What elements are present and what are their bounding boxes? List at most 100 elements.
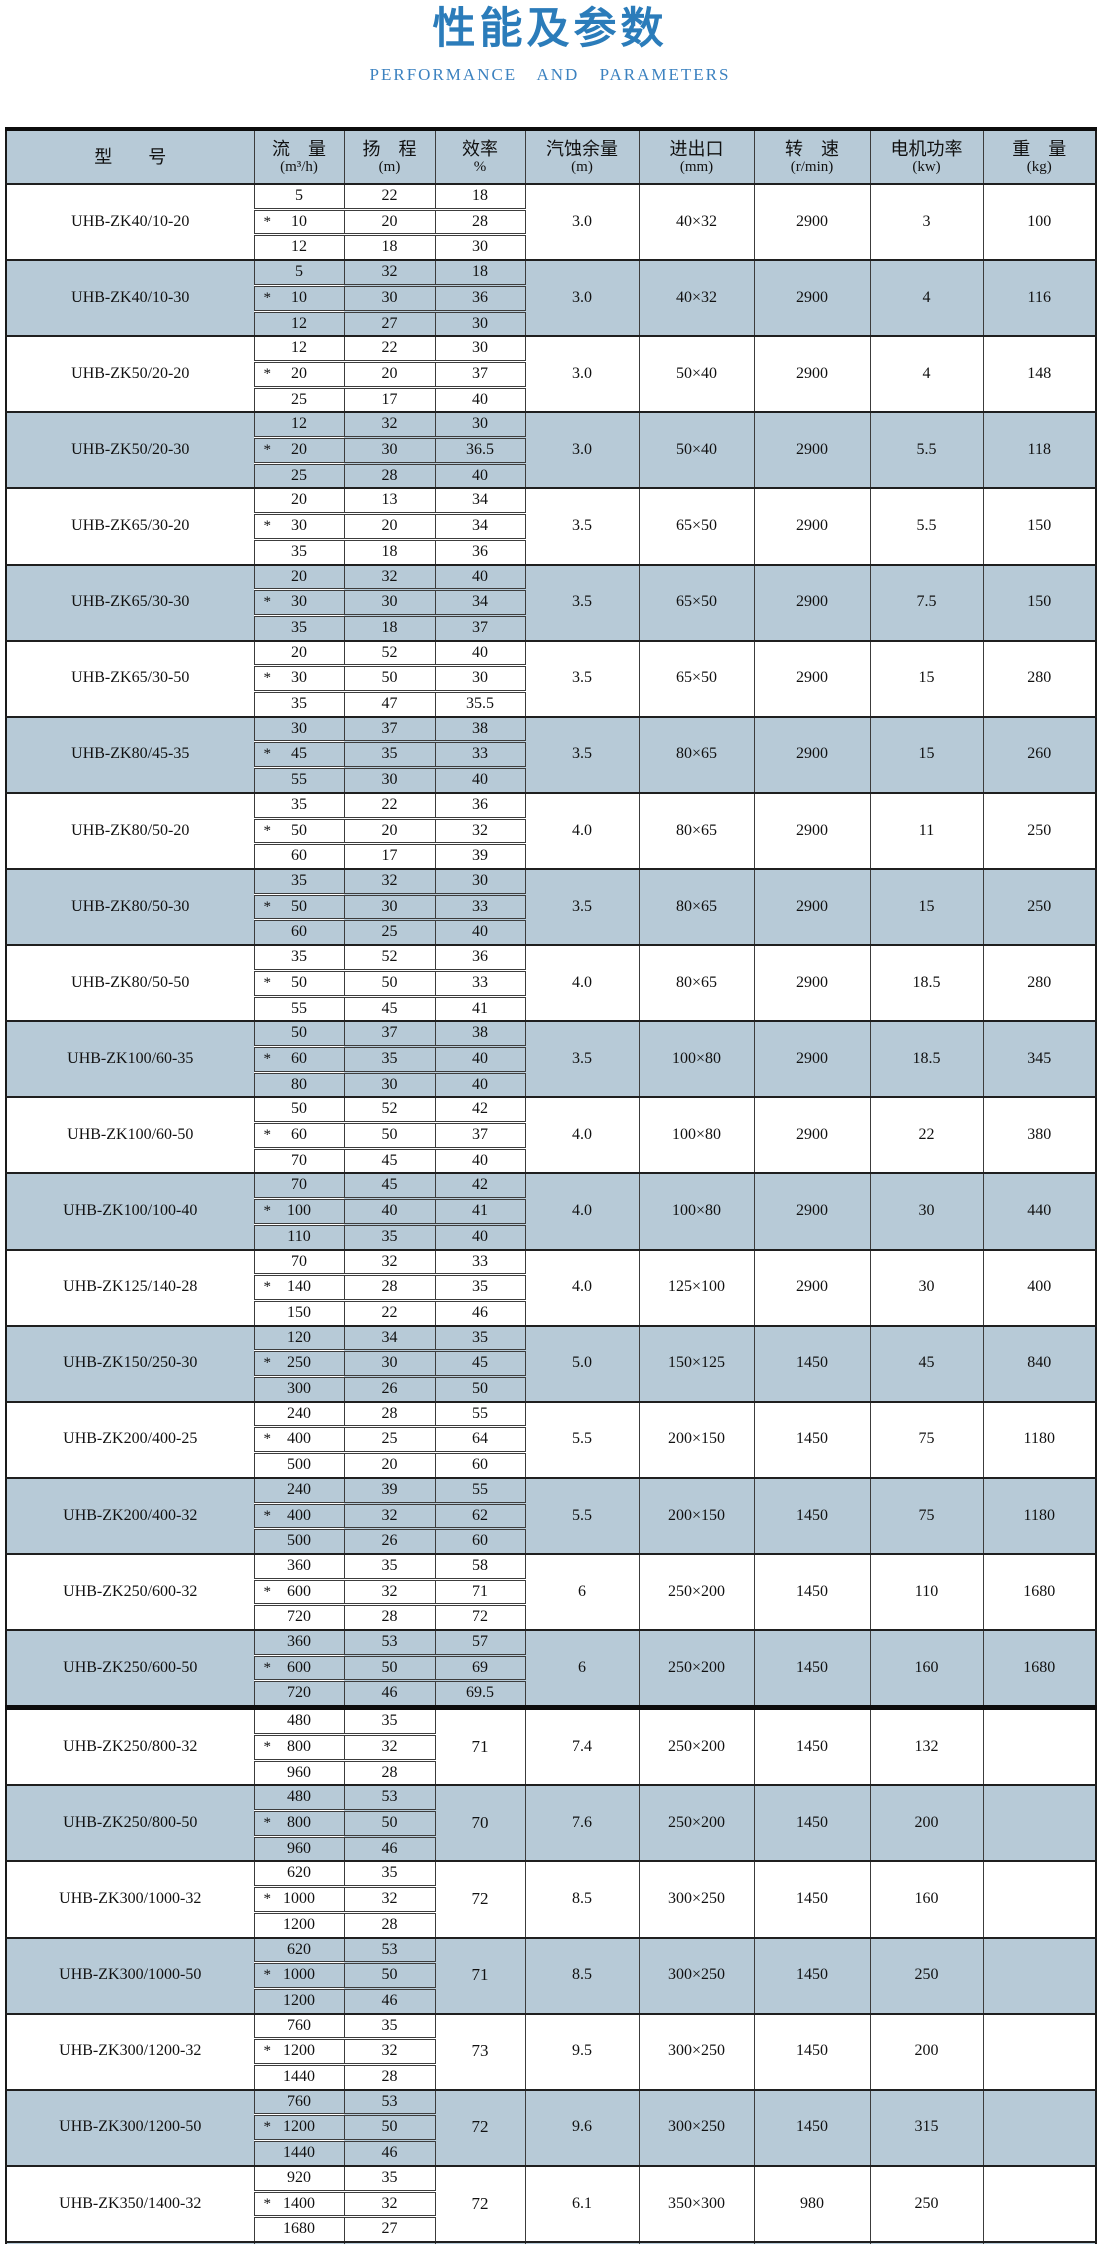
npsh-cell: 3.0 bbox=[524, 259, 640, 337]
efficiency-cell: 41 bbox=[434, 1197, 526, 1225]
port-cell: 80×65 bbox=[638, 867, 755, 946]
flow-cell: 50 * bbox=[253, 968, 345, 997]
efficiency-cell: 34 bbox=[434, 487, 526, 515]
weight-cell: 400 bbox=[982, 1248, 1097, 1327]
table-row: UHB-ZK100/60-50 50 52 42 4.0 100×80 2900 22 380 bbox=[5, 1096, 1097, 1174]
head-cell: 46 bbox=[343, 1679, 436, 1709]
col-header-weight: 重 量 (kg) bbox=[982, 128, 1097, 185]
rated-point-star-marker: * bbox=[263, 1967, 272, 1984]
weight-cell: 280 bbox=[982, 944, 1097, 1022]
head-cell: 26 bbox=[343, 1375, 436, 1403]
port-cell: 300×250 bbox=[638, 1936, 755, 2015]
table-row: UHB-ZK250/600-50 360 53 57 6 250×200 1450 160 16… bbox=[5, 1629, 1097, 1709]
speed-cell: 1450 bbox=[753, 2012, 871, 2091]
head-cell: 35 bbox=[343, 2164, 436, 2192]
model-cell: UHB-ZK50/20-20 bbox=[5, 335, 255, 413]
power-cell: 15 bbox=[869, 639, 984, 718]
efficiency-cell: 40 bbox=[434, 918, 526, 946]
table-row: 50 * 20 32 bbox=[6, 816, 1096, 845]
efficiency-cell: 41 bbox=[434, 994, 526, 1022]
table-row: 250 * 30 45 bbox=[6, 1349, 1096, 1378]
table-row: 35 47 35.5 bbox=[6, 690, 1096, 718]
efficiency-cell: 30 bbox=[434, 664, 526, 693]
table-row: UHB-ZK100/100-40 70 45 42 4.0 100×80 2900 30 440 bbox=[5, 1172, 1097, 1251]
flow-cell: 10 * bbox=[253, 283, 345, 312]
flow-cell: 20 * bbox=[253, 436, 345, 464]
flow-cell: 1440 bbox=[253, 2139, 345, 2167]
flow-cell: 1680 bbox=[253, 2215, 345, 2243]
rated-point-star-marker: * bbox=[263, 594, 272, 611]
port-cell: 80×65 bbox=[638, 715, 755, 794]
flow-cell: 60 * bbox=[253, 1121, 345, 1149]
head-cell: 52 bbox=[343, 944, 436, 971]
efficiency-cell: 38 bbox=[434, 715, 526, 743]
power-cell: 200 bbox=[869, 2012, 984, 2091]
table-row: 1200 * 32 bbox=[6, 2037, 1096, 2066]
efficiency-cell: 40 bbox=[434, 1070, 526, 1098]
table-row: UHB-ZK50/20-20 12 22 30 3.0 50×40 2900 4 148 bbox=[5, 335, 1097, 413]
table-row: 1200 * 50 bbox=[6, 2113, 1096, 2142]
flow-cell: 35 bbox=[253, 690, 345, 718]
flow-cell: 760 bbox=[253, 2012, 345, 2040]
model-cell: UHB-ZK300/1000-50 bbox=[5, 1936, 255, 2015]
weight-cell: 440 bbox=[982, 1172, 1097, 1251]
flow-cell: 620 bbox=[253, 1860, 345, 1888]
flow-cell: 1200 bbox=[253, 1986, 345, 2015]
flow-cell: 50 * bbox=[253, 892, 345, 921]
flow-cell: 1200 * bbox=[253, 2037, 345, 2066]
head-cell: 35 bbox=[343, 1705, 436, 1735]
npsh-cell: 4.0 bbox=[524, 791, 640, 870]
model-cell: UHB-ZK300/1200-32 bbox=[5, 2012, 255, 2091]
speed-cell: 2900 bbox=[753, 944, 871, 1022]
port-cell: 125×100 bbox=[638, 1248, 755, 1327]
flow-cell: 55 bbox=[253, 994, 345, 1022]
npsh-cell: 6.1 bbox=[524, 2164, 640, 2243]
speed-cell: 2900 bbox=[753, 1096, 871, 1174]
table-row: 30 * 30 34 bbox=[6, 588, 1096, 616]
table-row: 300 26 50 bbox=[6, 1375, 1096, 1403]
port-cell: 65×50 bbox=[638, 639, 755, 718]
flow-cell: 25 bbox=[253, 385, 345, 413]
table-row: 30 * 50 30 bbox=[6, 664, 1096, 693]
table-row: UHB-ZK250/800-50 480 53 70 7.6 250×200 1450 200 bbox=[5, 1784, 1097, 1862]
table-row: 10 * 20 28 bbox=[6, 207, 1096, 236]
flow-cell: 60 * bbox=[253, 1044, 345, 1073]
efficiency-cell: 40 bbox=[434, 1044, 526, 1073]
speed-cell: 1450 bbox=[753, 1400, 871, 1479]
table-row: 500 26 60 bbox=[6, 1527, 1096, 1555]
power-cell: 22 bbox=[869, 1096, 984, 1174]
port-cell: 40×32 bbox=[638, 259, 755, 337]
weight-cell: 380 bbox=[982, 1096, 1097, 1174]
head-cell: 28 bbox=[343, 1603, 436, 1631]
rated-point-star-marker: * bbox=[263, 365, 272, 382]
table-body: UHB-ZK40/10-20 5 22 18 3.0 40×32 2900 3 100 10 * 20… bbox=[5, 182, 1097, 2244]
power-cell: 315 bbox=[869, 2088, 984, 2167]
head-cell: 32 bbox=[343, 411, 436, 439]
npsh-cell: 3.0 bbox=[524, 411, 640, 489]
head-cell: 25 bbox=[343, 1425, 436, 1454]
efficiency-cell: 42 bbox=[434, 1172, 526, 1200]
efficiency-cell: 40 bbox=[434, 385, 526, 413]
flow-cell: 720 bbox=[253, 1603, 345, 1631]
weight-cell bbox=[982, 1936, 1097, 2015]
port-cell: 250×200 bbox=[638, 1629, 755, 1709]
head-cell: 47 bbox=[343, 690, 436, 718]
head-cell: 22 bbox=[343, 1298, 436, 1327]
efficiency-cell: 36 bbox=[434, 791, 526, 819]
rated-point-star-marker: * bbox=[263, 2119, 272, 2136]
head-cell: 53 bbox=[343, 1629, 436, 1656]
efficiency-cell: 46 bbox=[434, 1298, 526, 1327]
port-cell: 300×250 bbox=[638, 2012, 755, 2091]
npsh-cell: 5.5 bbox=[524, 1400, 640, 1479]
npsh-cell: 3.5 bbox=[524, 639, 640, 718]
efficiency-cell: 50 bbox=[434, 1375, 526, 1403]
header-row: 型 号 流 量 (m³/h) 扬 程 (m) 效率% 汽蚀余量 (m) 进出口 (mm)… bbox=[5, 128, 1097, 185]
rated-point-star-marker: * bbox=[263, 1507, 272, 1524]
flow-cell: 20 * bbox=[253, 359, 345, 388]
head-cell: 35 bbox=[343, 1552, 436, 1580]
model-cell: UHB-ZK250/600-50 bbox=[5, 1629, 255, 1709]
table-row: 35 18 37 bbox=[6, 613, 1096, 642]
page-subtitle: PERFORMANCE AND PARAMETERS bbox=[369, 65, 731, 85]
flow-cell: 360 bbox=[253, 1629, 345, 1656]
